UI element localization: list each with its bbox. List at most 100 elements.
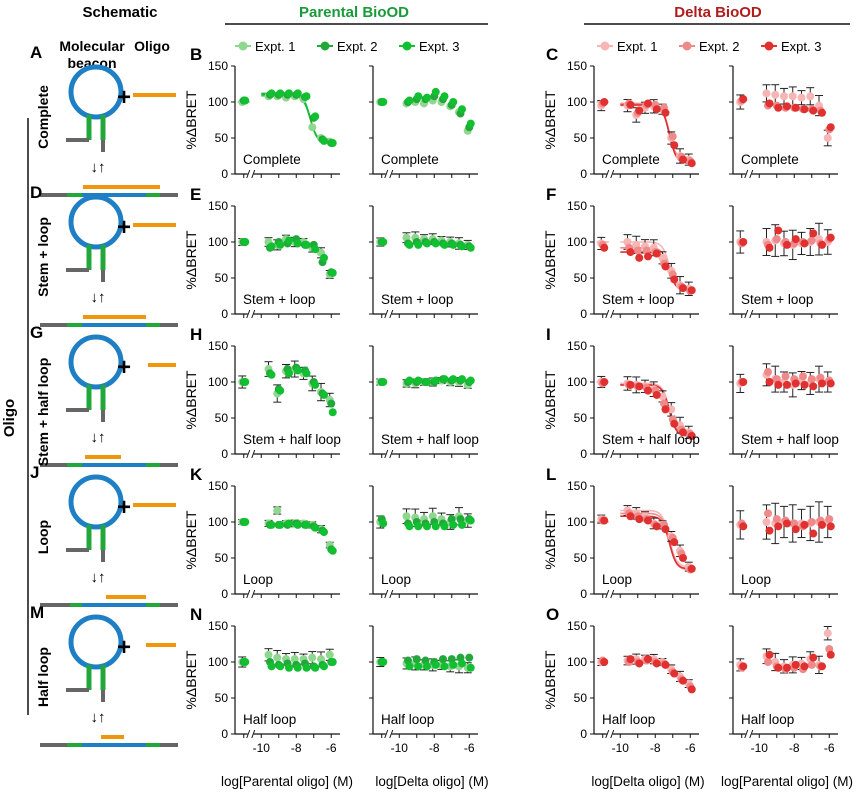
condition-label: Complete [741, 152, 799, 167]
data-point [826, 522, 835, 531]
data-point [764, 509, 772, 518]
data-point [774, 663, 783, 672]
axis-break-mark [246, 309, 251, 319]
y-tick-label: 150 [208, 479, 228, 493]
y-axis-label: %ΔBRET [542, 650, 558, 710]
data-point [308, 123, 317, 132]
panel-letter: L [546, 465, 556, 484]
legend-label: Expt. 2 [699, 39, 739, 54]
plot-panel-N2: -10 -8 -6 Half loop [369, 625, 478, 755]
data-point [652, 105, 661, 114]
data-point [652, 659, 661, 668]
y-tick-label: 50 [574, 271, 588, 285]
data-point [670, 141, 679, 150]
y-axis-label: %ΔBRET [542, 370, 558, 430]
plot-panel-I2: Stem + half loop [729, 345, 839, 459]
axis-break [385, 311, 392, 317]
data-point [762, 89, 771, 98]
condition-side-label: Stem + half loop [35, 358, 51, 467]
plot-panel-L1: L 0 50 100 150 %ΔBRET Loop [542, 465, 699, 601]
axis-break [385, 591, 392, 597]
data-point [379, 658, 388, 666]
axis-break [247, 451, 254, 457]
panel-letter: M [30, 603, 44, 622]
data-point [379, 378, 388, 386]
panel-letter: A [30, 43, 42, 62]
plus-sign: + [117, 634, 131, 661]
y-tick-label: 0 [580, 307, 587, 321]
data-point [276, 240, 285, 249]
schematic-panel: M + ↓↑ Half loop [30, 603, 178, 747]
panel-letter: H [190, 325, 202, 344]
axis-break-mark [384, 589, 389, 599]
data-point [412, 655, 421, 664]
data-point [405, 376, 414, 385]
data-point [285, 663, 293, 672]
data-point [764, 658, 772, 666]
data-point [405, 662, 414, 671]
data-point [739, 662, 748, 671]
y-tick-label: 50 [215, 131, 229, 145]
data-point [241, 378, 250, 386]
y-axis-label: %ΔBRET [183, 650, 199, 710]
delta-header: Delta BioOD [674, 4, 762, 21]
beacon-label: Molecular [59, 38, 125, 54]
data-point [241, 658, 250, 666]
x-tick-label: -8 [429, 741, 440, 755]
axis-break-mark [749, 169, 754, 179]
data-point [449, 375, 458, 384]
data-point [449, 660, 458, 669]
axis-break-mark [389, 729, 394, 739]
data-point [302, 663, 311, 672]
data-point [670, 419, 679, 428]
y-tick-label: 150 [567, 619, 587, 633]
data-point [661, 108, 670, 117]
y-axis-label: %ΔBRET [542, 510, 558, 570]
y-tick-label: 50 [215, 271, 229, 285]
y-tick-label: 0 [221, 727, 228, 741]
panel-letter: C [546, 45, 558, 64]
x-tick-label: -8 [650, 741, 661, 755]
condition-label: Stem + loop [602, 292, 674, 307]
data-point [302, 520, 311, 529]
data-point [302, 240, 311, 249]
data-point [668, 132, 677, 141]
condition-label: Loop [243, 572, 273, 587]
data-point [285, 89, 293, 98]
axis-break [745, 591, 752, 597]
axis-break-mark [246, 169, 251, 179]
data-point [679, 554, 687, 562]
data-point [818, 108, 826, 117]
axis-break [385, 451, 392, 457]
y-tick-label: 100 [208, 655, 228, 669]
condition-label: Stem + loop [741, 292, 813, 307]
data-point [679, 155, 687, 164]
legend-label: Expt. 2 [337, 39, 377, 54]
data-point [440, 522, 449, 531]
data-point [423, 239, 431, 248]
data-point [431, 660, 440, 669]
y-tick-label: 100 [567, 375, 587, 389]
data-point [273, 653, 282, 662]
data-point [826, 233, 835, 242]
plot-panel-K1: K 0 50 100 150 %ΔBRET Loop [183, 465, 340, 601]
x-tick-label: -10 [751, 741, 769, 755]
y-tick-label: 100 [567, 95, 587, 109]
legend-label: Expt. 3 [419, 39, 459, 54]
x-axis-labels: log[Parental oligo] (M) log[Delta oligo] … [221, 774, 853, 789]
y-tick-label: 50 [215, 551, 229, 565]
axis-break [606, 451, 613, 457]
data-point [600, 378, 609, 386]
data-point [414, 92, 423, 101]
axis-break-mark [605, 729, 610, 739]
data-point [661, 660, 670, 669]
data-point [466, 663, 475, 672]
data-point [320, 528, 328, 537]
axis-break-mark [605, 309, 610, 319]
axis-break [745, 451, 752, 457]
data-point [800, 105, 809, 114]
data-point [667, 405, 676, 414]
data-point [466, 119, 475, 128]
data-point [431, 239, 440, 248]
axis-break [247, 311, 254, 317]
